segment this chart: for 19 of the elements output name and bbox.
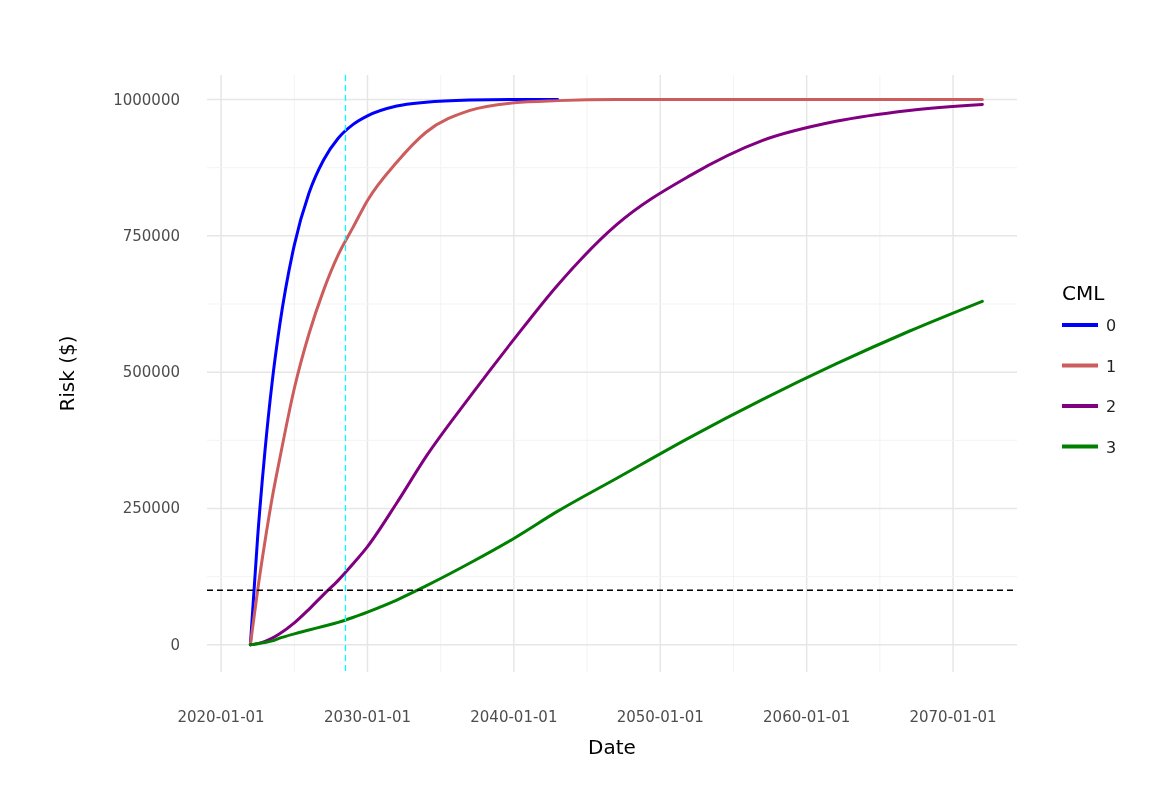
x-tick-label: 2060-01-01	[763, 708, 851, 726]
legend-label: 3	[1106, 437, 1117, 457]
legend-label: 0	[1106, 316, 1117, 335]
x-tick-label: 2040-01-01	[470, 708, 558, 726]
y-tick-label: 750000	[122, 226, 180, 245]
y-tick-label: 500000	[122, 363, 180, 382]
y-tick-label: 1000000	[113, 90, 180, 109]
x-tick-label: 2050-01-01	[616, 708, 704, 726]
legend-title: CML	[1062, 281, 1106, 305]
legend-label: 2	[1106, 397, 1117, 416]
x-tick-label: 2070-01-01	[909, 708, 997, 726]
line-series	[248, 299, 984, 647]
x-tick-label: 2020-01-01	[177, 708, 265, 726]
legend-label: 1	[1106, 356, 1117, 376]
x-tick-label: 2030-01-01	[323, 708, 412, 726]
y-tick-label: 0	[170, 635, 180, 654]
x-axis-title: Date	[588, 735, 636, 759]
y-axis-title: Risk ($)	[55, 335, 79, 412]
y-tick-label: 250000	[122, 499, 180, 518]
